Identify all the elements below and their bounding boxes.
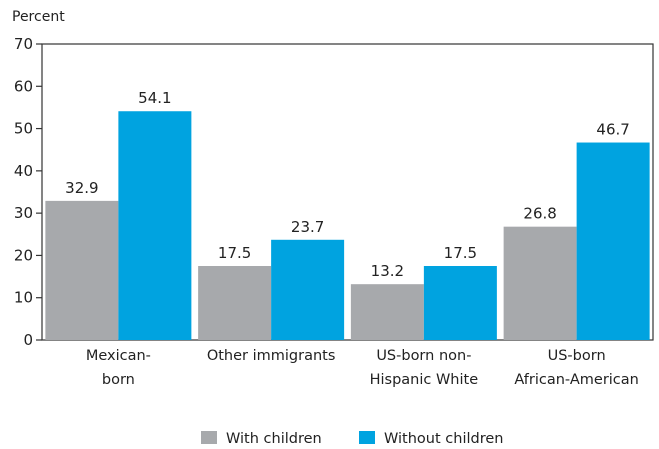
axes: 0 10 20 30 40 50 60 70 (14, 35, 654, 349)
y-tick-label: 20 (14, 246, 33, 264)
legend-swatch (201, 431, 217, 444)
category-label: Hispanic White (370, 372, 479, 388)
bar (503, 226, 577, 340)
plot-frame (41, 43, 654, 341)
category-labels: Mexican-born Other immigrants US-born non-… (86, 348, 639, 388)
legend-swatch (359, 431, 375, 444)
category-label: born (102, 372, 135, 388)
y-tick-label: 30 (14, 204, 33, 222)
bar (118, 111, 192, 340)
bar (350, 284, 424, 340)
data-label: 32.9 (65, 179, 98, 197)
y-tick-label: 0 (23, 331, 33, 349)
data-label: 23.7 (291, 218, 324, 236)
value-labels: 32.9 54.1 17.5 23.7 13.2 17.5 26.8 46.7 (65, 89, 630, 280)
data-label: 17.5 (444, 244, 477, 262)
category-label: African-American (514, 372, 638, 388)
bar (198, 266, 272, 340)
y-tick-label: 60 (14, 77, 33, 95)
bar (271, 239, 345, 340)
data-label: 46.7 (596, 121, 629, 139)
category-label: Mexican- (86, 348, 151, 364)
bar (576, 142, 650, 340)
y-tick-label: 40 (14, 162, 33, 180)
category-label: US-born non- (376, 348, 471, 364)
data-label: 17.5 (218, 244, 251, 262)
category-label: US-born (548, 348, 606, 364)
y-tick-label: 50 (14, 120, 33, 138)
bars (45, 111, 650, 340)
bar (423, 266, 497, 340)
data-label: 26.8 (523, 205, 556, 223)
legend-label: With children (226, 431, 322, 447)
data-label: 54.1 (138, 89, 171, 107)
bar (45, 200, 119, 340)
y-tick-label: 70 (14, 35, 33, 53)
data-label: 13.2 (371, 262, 404, 280)
legend: With children Without children (201, 431, 503, 447)
y-tick-label: 10 (14, 289, 33, 307)
legend-label: Without children (384, 431, 503, 447)
y-axis-title: Percent (12, 9, 65, 25)
category-label: Other immigrants (207, 348, 336, 364)
